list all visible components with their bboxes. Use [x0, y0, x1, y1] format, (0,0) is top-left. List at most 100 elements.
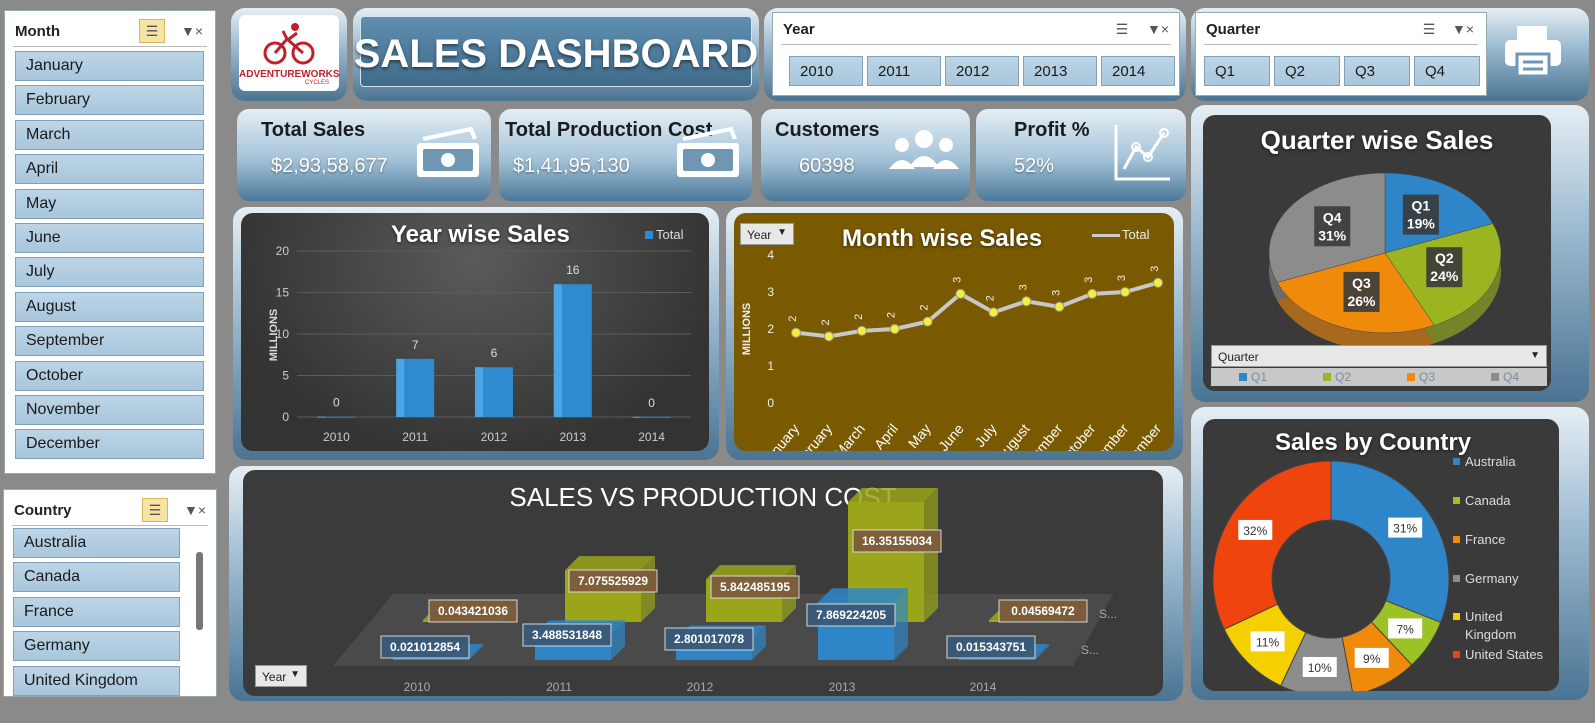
x-tick-label: 2012: [687, 680, 714, 694]
x-tick-label: May: [905, 421, 934, 451]
label-box: [1250, 631, 1285, 652]
country-item-australia[interactable]: Australia: [13, 528, 180, 558]
clear-filter-icon[interactable]: ▼×: [180, 23, 204, 39]
slice-value: 9%: [1363, 652, 1381, 666]
month-item-february[interactable]: February: [15, 85, 204, 116]
quarter-item-q1[interactable]: Q1: [1204, 56, 1270, 86]
slice-value: 31%: [1393, 522, 1417, 536]
label-text: 0.015343751: [956, 640, 1026, 654]
x-tick-label: 2011: [402, 430, 428, 444]
year-item-2014[interactable]: 2014: [1101, 56, 1175, 86]
month-item-may[interactable]: May: [15, 188, 204, 219]
y-tick-label: 0: [767, 396, 774, 410]
legend-label: Germany: [1465, 571, 1519, 586]
label-box: [380, 635, 470, 659]
clear-filter-icon[interactable]: ▼×: [183, 502, 207, 518]
legend-label: Australia: [1465, 454, 1516, 469]
kpi-customers: Customers 60398: [761, 109, 970, 201]
legend-label: Canada: [1465, 493, 1511, 508]
label-box: [1343, 271, 1380, 312]
country-item-canada[interactable]: Canada: [13, 562, 180, 593]
back-data-label: 7.075525929: [568, 569, 658, 593]
logo-box: ADVENTUREWORKS CYCLES: [239, 15, 340, 91]
multi-select-icon[interactable]: ☰: [1422, 20, 1436, 37]
bar-highlight: [475, 367, 483, 417]
donut-slice: [1330, 460, 1450, 624]
data-label: 2: [919, 305, 931, 311]
bar-highlight: [396, 358, 405, 417]
month-item-march[interactable]: March: [15, 119, 204, 150]
year-item-2013[interactable]: 2013: [1023, 56, 1097, 86]
x-tick-label: 2010: [404, 680, 431, 694]
month-item-june[interactable]: June: [15, 223, 204, 253]
country-scrollbar[interactable]: [196, 552, 203, 630]
country-donut-chart: 31% 7% 9% 10% 11% 32% Australia Canada France Ger…: [1212, 454, 1544, 691]
quarter-item-q3[interactable]: Q3: [1344, 56, 1410, 86]
month-item-september[interactable]: September: [15, 326, 204, 357]
label-box: [568, 569, 658, 593]
month-item-april[interactable]: April: [15, 154, 204, 185]
year-filter-button[interactable]: Year ▼: [740, 223, 794, 245]
bar-side: [1035, 644, 1049, 660]
year-item-2010[interactable]: 2010: [789, 56, 863, 86]
slice-value: 24%: [1430, 268, 1459, 284]
printer-icon[interactable]: [1503, 24, 1563, 80]
slice-label: 7%: [1388, 618, 1423, 639]
series-axis-label: S...: [1099, 607, 1117, 621]
bar-side: [894, 588, 908, 660]
country-slicer-header: Country ☰ ▼×: [12, 496, 208, 526]
label-box: [1354, 647, 1389, 668]
legend-swatch: [1453, 575, 1460, 582]
year-slicer: Year ☰ ▼× 2010 2011 2012 2013 2014: [772, 12, 1180, 96]
chart-title: Sales by Country: [1275, 429, 1472, 456]
country-sales-card: Sales by Country 31% 7% 9% 10% 11% 32% Austral…: [1203, 419, 1559, 691]
data-label: 3: [1149, 266, 1161, 272]
year-filter-button[interactable]: Year ▼: [255, 665, 307, 687]
month-item-october[interactable]: October: [15, 360, 204, 391]
legend-label: France: [1465, 532, 1505, 547]
dropdown-icon: ▼: [290, 669, 300, 680]
quarter-filter-dropdown[interactable]: Quarter ▼: [1211, 345, 1547, 367]
legend-item: United Kingdom: [1453, 609, 1516, 642]
chart-title: Month wise Sales: [842, 225, 1043, 252]
legend-item: United States: [1453, 647, 1544, 662]
quarter-slicer-panel: Quarter ☰ ▼× Q1 Q2 Q3 Q4: [1191, 8, 1589, 101]
quarter-item-q2[interactable]: Q2: [1274, 56, 1340, 86]
multi-select-icon[interactable]: ☰: [1115, 20, 1129, 37]
slice-value: 31%: [1318, 227, 1347, 243]
legend-swatch: [1238, 373, 1247, 381]
money-icon: [677, 126, 739, 177]
clear-filter-icon[interactable]: ▼×: [1146, 21, 1170, 37]
legend-item: Australia: [1453, 454, 1516, 469]
slice-value: 26%: [1347, 293, 1376, 309]
label-text: 7.869224205: [816, 608, 886, 622]
multi-select-icon[interactable]: ☰: [139, 19, 165, 43]
data-label: 0: [333, 396, 340, 410]
quarter-item-q4[interactable]: Q4: [1414, 56, 1480, 86]
clear-filter-icon[interactable]: ▼×: [1451, 21, 1475, 37]
country-item-united-kingdom[interactable]: United Kingdom: [13, 665, 180, 696]
month-item-august[interactable]: August: [15, 291, 204, 322]
month-item-november[interactable]: November: [15, 395, 204, 425]
month-item-july[interactable]: July: [15, 257, 204, 288]
country-slicer: Country ☰ ▼× Australia Canada France German…: [3, 489, 217, 697]
year-item-2011[interactable]: 2011: [867, 56, 941, 86]
data-point: [988, 307, 999, 318]
month-item-january[interactable]: January: [15, 51, 204, 81]
label-text: 0.021012854: [390, 640, 460, 654]
year-item-2012[interactable]: 2012: [945, 56, 1019, 86]
label-text: 3.488531848: [532, 628, 602, 642]
country-item-germany[interactable]: Germany: [13, 631, 180, 662]
multi-select-icon[interactable]: ☰: [142, 498, 168, 522]
label-box: [1402, 194, 1439, 235]
legend-swatch: [1490, 373, 1499, 381]
bar-top: [848, 488, 938, 502]
month-item-december[interactable]: December: [15, 429, 204, 460]
label-text: 5.842485195: [720, 580, 790, 594]
legend-label: Total: [656, 227, 684, 242]
country-item-france[interactable]: France: [13, 596, 180, 627]
label-box: [1388, 517, 1423, 538]
legend-label: Q2: [1334, 370, 1351, 384]
legend-swatch: [645, 231, 653, 239]
